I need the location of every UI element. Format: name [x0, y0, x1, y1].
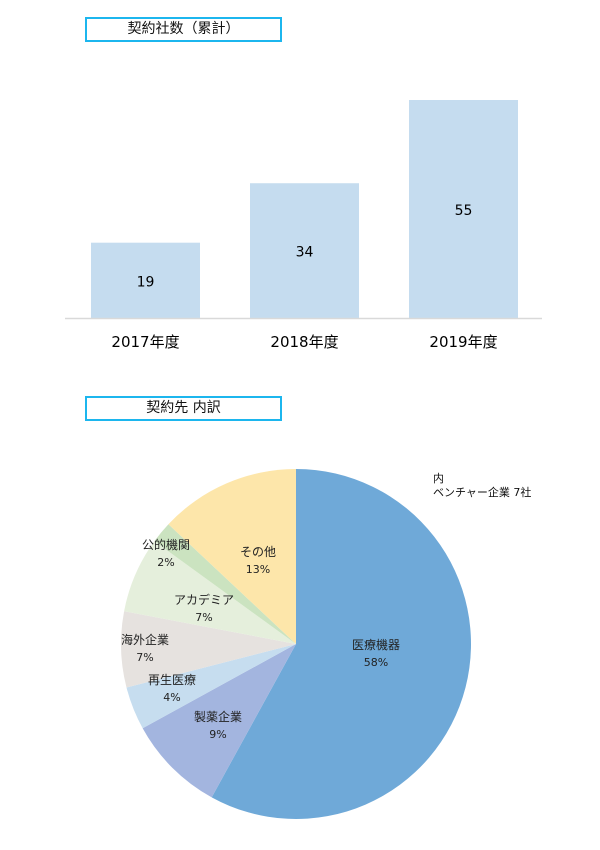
bar — [91, 242, 200, 318]
slice-percent-label: 9% — [209, 728, 226, 741]
slice-percent-label: 7% — [136, 651, 153, 664]
annotation-line-2: ベンチャー企業 7社 — [433, 486, 532, 499]
annotation-line-1: 内 — [433, 472, 444, 485]
slice-percent-label: 58% — [364, 656, 388, 669]
pie-slice — [142, 644, 296, 798]
slice-label: 再生医療 — [148, 673, 196, 687]
x-tick-label: 2017年度 — [111, 333, 179, 351]
bar-value-label: 55 — [455, 203, 473, 219]
bar — [409, 100, 518, 318]
bar-chart-title: 契約社数（累計） — [85, 17, 282, 42]
x-tick-label: 2019年度 — [429, 333, 497, 351]
bar-chart: 19 2017年度 34 2018年度 55 2019年度 — [65, 100, 542, 351]
x-tick-label: 2018年度 — [270, 333, 338, 351]
slice-percent-label: 13% — [246, 563, 270, 576]
slice-label: 製薬企業 — [194, 709, 242, 724]
slice-percent-label: 7% — [195, 611, 212, 624]
bar — [250, 183, 359, 318]
slice-percent-label: 4% — [163, 691, 180, 704]
pie-slice — [211, 469, 471, 819]
slice-label: 海外企業 — [121, 632, 169, 647]
pie-slice — [120, 611, 296, 688]
pie-slice — [154, 524, 296, 644]
pie-slice — [168, 469, 296, 644]
bar-value-label: 34 — [296, 245, 314, 261]
slice-label: その他 — [240, 545, 276, 559]
slice-label: 医療機器 — [352, 637, 400, 652]
bar-value-label: 19 — [137, 274, 155, 290]
pie-chart-title: 契約先 内訳 — [85, 396, 282, 421]
pie-slice — [124, 541, 296, 644]
slice-label: 公的機関 — [142, 537, 190, 552]
slice-percent-label: 2% — [157, 556, 174, 569]
pie-slice — [126, 644, 296, 729]
slice-label: アカデミア — [174, 592, 234, 607]
pie-annotation: 内 ベンチャー企業 7社 — [433, 472, 531, 500]
